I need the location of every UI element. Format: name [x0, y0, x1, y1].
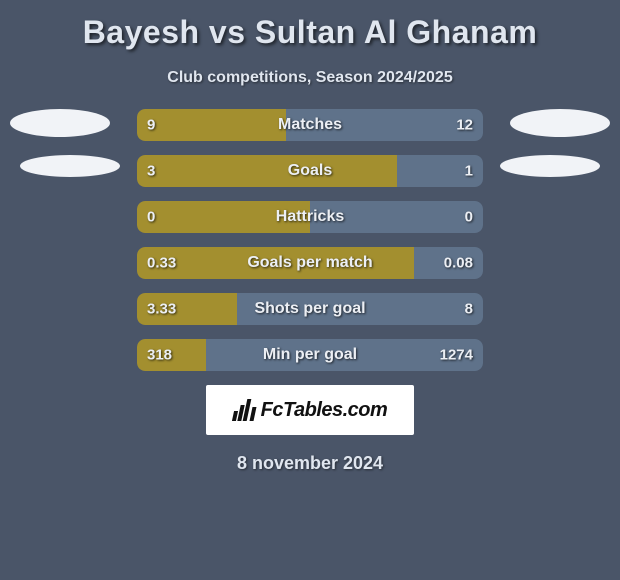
stat-value-left: 0	[147, 209, 155, 226]
stat-label: Min per goal	[263, 346, 357, 364]
stat-value-right: 1274	[440, 347, 473, 364]
stats-area: 9 12 Matches 3 1 Goals 0 0 Hattricks 0.33 0.08 Goal…	[0, 109, 620, 371]
stat-row: 9 12 Matches	[0, 109, 620, 141]
stat-bar: 0 0 Hattricks	[137, 201, 483, 233]
stat-value-left: 0.33	[147, 255, 176, 272]
stat-value-right: 0	[465, 209, 473, 226]
stat-row: 3 1 Goals	[0, 155, 620, 187]
bar-left-fill	[137, 155, 397, 187]
bar-left-fill	[137, 109, 286, 141]
subtitle: Club competitions, Season 2024/2025	[0, 69, 620, 87]
stat-label: Hattricks	[276, 208, 344, 226]
stat-row: 0 0 Hattricks	[0, 201, 620, 233]
stat-label: Goals	[288, 162, 332, 180]
stat-row: 318 1274 Min per goal	[0, 339, 620, 371]
stat-row: 3.33 8 Shots per goal	[0, 293, 620, 325]
stat-value-right: 8	[465, 301, 473, 318]
stat-label: Goals per match	[247, 254, 372, 272]
stat-bar: 9 12 Matches	[137, 109, 483, 141]
fctables-logo: FcTables.com	[233, 399, 388, 422]
stat-bar: 318 1274 Min per goal	[137, 339, 483, 371]
player-avatar-right	[510, 109, 610, 137]
stat-label: Matches	[278, 116, 342, 134]
player-avatar-left	[10, 109, 110, 137]
player-avatar-right	[500, 155, 600, 177]
stat-bar: 3 1 Goals	[137, 155, 483, 187]
stat-value-left: 9	[147, 117, 155, 134]
stat-value-left: 3.33	[147, 301, 176, 318]
comparison-card: Bayesh vs Sultan Al Ghanam Club competit…	[0, 0, 620, 580]
stat-value-right: 0.08	[444, 255, 473, 272]
page-title: Bayesh vs Sultan Al Ghanam	[0, 14, 620, 51]
bars-icon	[233, 399, 255, 421]
stat-bar: 0.33 0.08 Goals per match	[137, 247, 483, 279]
stat-value-left: 3	[147, 163, 155, 180]
stat-value-right: 1	[465, 163, 473, 180]
logo-box[interactable]: FcTables.com	[206, 385, 414, 435]
stat-bar: 3.33 8 Shots per goal	[137, 293, 483, 325]
player-avatar-left	[20, 155, 120, 177]
stat-row: 0.33 0.08 Goals per match	[0, 247, 620, 279]
stat-value-right: 12	[456, 117, 473, 134]
stat-value-left: 318	[147, 347, 172, 364]
stat-label: Shots per goal	[254, 300, 365, 318]
logo-text: FcTables.com	[261, 399, 388, 422]
date-label: 8 november 2024	[0, 453, 620, 474]
